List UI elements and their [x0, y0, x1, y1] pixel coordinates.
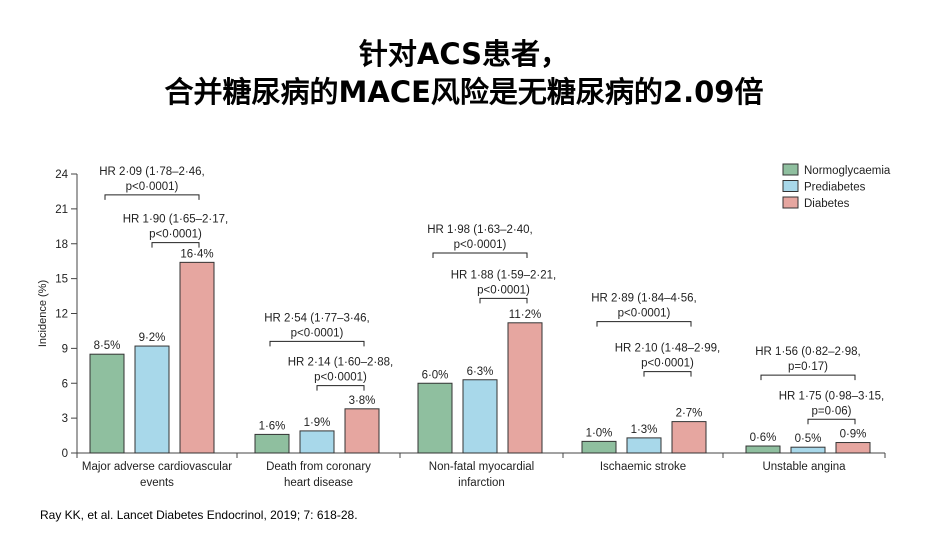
bar-value-label: 1·9% — [304, 417, 331, 429]
bar-value-label: 6·3% — [467, 366, 494, 378]
hr-annotation-text: HR 2·54 (1·77–3·46, — [264, 312, 369, 324]
page-title-line-2: 合并糖尿病的MACE风险是无糖尿病的2.09倍 — [164, 75, 764, 109]
bar-diabetes — [344, 408, 380, 454]
x-category-label: Unstable angina — [762, 461, 846, 473]
hr-annotation-text: HR 1·88 (1·59–2·21, — [451, 269, 556, 281]
hr-annotation-text: p<0·0001) — [641, 358, 694, 370]
bar-prediabetes — [626, 437, 662, 454]
hr-bracket — [316, 385, 365, 391]
hr-annotation-text: p<0·0001) — [477, 284, 530, 296]
bar-prediabetes — [790, 446, 826, 454]
legend-label: Prediabetes — [804, 182, 866, 194]
citation: Ray KK, et al. Lancet Diabetes Endocrino… — [40, 508, 358, 522]
bar-value-label: 16·4% — [180, 248, 213, 260]
hr-annotation-text: HR 2·14 (1·60–2·88, — [288, 357, 393, 369]
y-tick-label: 6 — [62, 378, 68, 390]
hr-annotation-text: HR 1·90 (1·65–2·17, — [123, 214, 228, 226]
legend-swatch-diabetes — [782, 196, 799, 209]
hr-bracket — [760, 374, 856, 381]
y-tick-label: 9 — [62, 343, 68, 355]
page-title-line-1: 针对ACS患者， — [358, 37, 570, 71]
hr-bracket — [807, 418, 856, 425]
hr-bracket — [269, 340, 365, 347]
legend-swatch-prediabetes — [782, 180, 799, 192]
hr-annotation-text: p<0·0001) — [314, 372, 367, 384]
hr-bracket — [479, 297, 528, 304]
x-category-label: events — [140, 477, 174, 489]
bar-value-label: 6·0% — [422, 369, 449, 381]
hr-annotation-text: HR 1·56 (0·82–2·98, — [755, 346, 860, 358]
x-category-label: heart disease — [284, 477, 353, 489]
bar-diabetes — [671, 421, 707, 454]
hr-annotation-text: p<0·0001) — [149, 229, 202, 241]
bar-prediabetes — [134, 345, 170, 454]
bar-diabetes — [835, 442, 871, 454]
hr-bracket — [151, 242, 200, 248]
bar-normoglycaemia — [254, 433, 290, 454]
hr-annotation-text: p=0·06) — [812, 405, 852, 417]
legend-label: Normoglycaemia — [804, 165, 891, 177]
bar-diabetes — [179, 261, 215, 454]
legend-swatch-normoglycaemia — [782, 163, 799, 176]
y-tick-label: 0 — [62, 448, 68, 460]
y-tick-label: 21 — [55, 204, 68, 216]
hr-bracket — [643, 371, 692, 377]
bar-value-label: 1·3% — [631, 424, 658, 436]
hr-annotation-text: p<0·0001) — [126, 181, 179, 193]
bar-value-label: 11·2% — [509, 309, 541, 321]
y-tick-label: 12 — [55, 309, 68, 321]
bar-value-label: 1·6% — [259, 420, 286, 432]
x-category-label: Major adverse cardiovascular — [82, 461, 232, 473]
bar-normoglycaemia — [581, 440, 617, 454]
hr-annotation-text: HR 1·75 (0·98–3·15, — [779, 390, 884, 402]
hr-annotation-text: p<0·0001) — [454, 239, 507, 251]
y-tick-label: 18 — [55, 239, 68, 251]
x-category-label: Death from coronary — [266, 461, 371, 473]
bar-value-label: 0·6% — [750, 432, 777, 444]
y-tick-label: 15 — [55, 274, 68, 286]
hr-annotation-text: p<0·0001) — [618, 308, 671, 320]
x-category-label: infarction — [458, 477, 505, 489]
y-tick-label: 3 — [62, 413, 68, 425]
hr-annotation-text: p<0·0001) — [291, 327, 344, 339]
y-tick-label: 24 — [55, 169, 68, 181]
hr-bracket — [432, 252, 528, 259]
hr-bracket — [104, 194, 200, 200]
bar-value-label: 0·5% — [795, 433, 822, 445]
bar-normoglycaemia — [417, 382, 453, 454]
bar-normoglycaemia — [745, 445, 781, 454]
bar-value-label: 0·9% — [840, 429, 867, 441]
y-axis-label: Incidence (%) — [37, 280, 49, 347]
hr-annotation-text: p=0·17) — [788, 361, 828, 373]
bar-normoglycaemia — [89, 353, 125, 454]
hr-annotation-text: HR 2·10 (1·48–2·99, — [615, 343, 720, 355]
bar-value-label: 2·7% — [676, 408, 703, 420]
hr-annotation-text: HR 2·89 (1·84–4·56, — [591, 293, 696, 305]
bar-value-label: 3·8% — [349, 395, 376, 407]
bar-diabetes — [507, 322, 543, 454]
hr-annotation-text: HR 1·98 (1·63–2·40, — [427, 224, 532, 236]
hr-annotation-text: HR 2·09 (1·78–2·46, — [99, 166, 204, 178]
bar-value-label: 8·5% — [94, 340, 121, 352]
bar-prediabetes — [299, 430, 335, 454]
x-category-label: Ischaemic stroke — [600, 461, 686, 473]
legend-label: Diabetes — [804, 198, 850, 210]
x-category-label: Non-fatal myocardial — [429, 461, 534, 473]
hr-bracket — [596, 321, 692, 327]
bar-value-label: 1·0% — [586, 427, 613, 439]
bar-prediabetes — [462, 379, 498, 454]
bar-value-label: 9·2% — [139, 332, 166, 344]
